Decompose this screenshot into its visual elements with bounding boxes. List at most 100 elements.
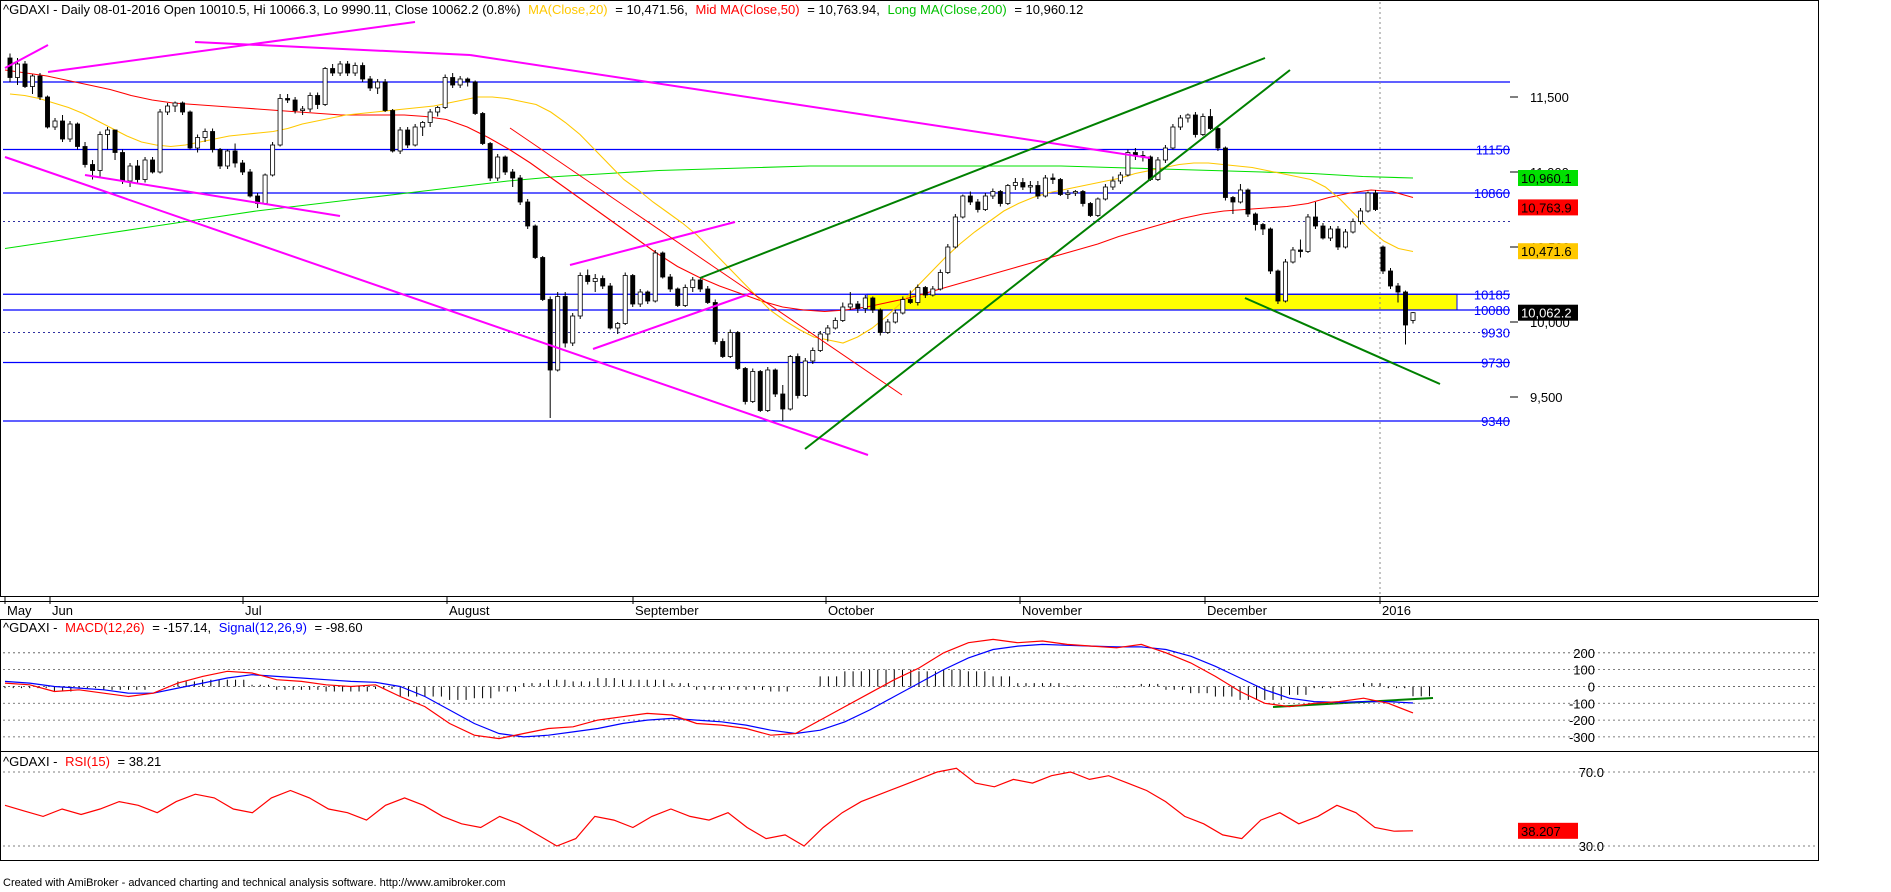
rsi-value: = 38.21 xyxy=(118,754,162,769)
candle-body-up xyxy=(1177,117,1183,128)
ma20-value-tag-text: 10,471.6 xyxy=(1521,244,1572,259)
candle-body-up xyxy=(300,108,306,111)
candle xyxy=(360,62,366,82)
candle-body-down xyxy=(292,99,298,111)
candle-body-down xyxy=(487,143,493,179)
candle xyxy=(157,109,163,174)
candle-body-down xyxy=(675,288,681,306)
candle-body-up xyxy=(442,77,448,108)
candle-body-down xyxy=(502,156,508,173)
candle xyxy=(457,76,463,88)
candle xyxy=(142,157,148,183)
candle xyxy=(1230,196,1236,214)
candle-body-up xyxy=(1343,231,1348,248)
candle xyxy=(345,61,351,76)
candle xyxy=(952,214,958,249)
close-value-tag-box xyxy=(1518,304,1578,321)
candle xyxy=(480,112,486,145)
candle-body-up xyxy=(1065,192,1071,195)
candle xyxy=(202,128,208,142)
candle-body-down xyxy=(922,287,928,296)
ma50-line xyxy=(4,69,1414,313)
candle-body-down xyxy=(525,201,531,227)
candle-body-down xyxy=(667,276,673,290)
candle xyxy=(232,143,238,168)
candle xyxy=(1373,190,1378,211)
candle-body-down xyxy=(1388,270,1393,287)
candle xyxy=(1222,146,1228,201)
candle-body-down xyxy=(480,113,486,144)
candle xyxy=(1328,226,1333,241)
candle-body-down xyxy=(390,110,396,152)
candle-body-down xyxy=(112,129,118,153)
signal-label: Signal(12,26,9) xyxy=(219,620,307,635)
candle-body-down xyxy=(1260,224,1266,230)
candle-body-down xyxy=(22,63,28,87)
candle-body-up xyxy=(1162,147,1168,161)
candle xyxy=(945,244,951,274)
candle-body-down xyxy=(562,296,568,344)
candle-body-down xyxy=(1035,185,1041,197)
candle-body-up xyxy=(375,81,381,89)
candle-body-down xyxy=(405,129,411,146)
candle xyxy=(390,109,396,153)
support-zone-highlight xyxy=(866,293,1458,311)
candle xyxy=(1192,112,1198,138)
candle xyxy=(667,274,673,292)
candle xyxy=(352,62,358,76)
candle xyxy=(135,160,141,184)
candle-body-down xyxy=(367,78,373,89)
candle-body-down xyxy=(1275,270,1281,302)
candle xyxy=(960,194,966,219)
candle-body-up xyxy=(262,174,268,204)
candle-body-up xyxy=(1005,185,1011,204)
candle xyxy=(697,278,703,292)
rsi-axis-label: 30.0 xyxy=(1579,839,1604,854)
rsi-layer: 70.0 30.0 38.207 xyxy=(3,765,1815,854)
candle xyxy=(930,286,936,297)
candle xyxy=(412,124,418,147)
candle xyxy=(270,142,276,177)
candle-body-down xyxy=(345,63,351,74)
candle-body-up xyxy=(67,123,73,140)
candle xyxy=(907,290,913,304)
candle xyxy=(1282,259,1288,303)
candle-body-up xyxy=(1027,185,1033,188)
candle xyxy=(240,160,246,175)
candle xyxy=(660,251,666,279)
candle xyxy=(915,284,921,306)
candle-body-down xyxy=(780,393,786,410)
candle-body-up xyxy=(1350,221,1356,233)
candle-body-up xyxy=(937,272,943,290)
candle-body-down xyxy=(607,285,613,329)
candle xyxy=(1237,184,1243,204)
candle-body-up xyxy=(1110,180,1116,188)
candle xyxy=(7,53,13,82)
candle-body-down xyxy=(585,275,591,282)
candle-body-down xyxy=(1335,228,1341,248)
candle xyxy=(262,173,268,205)
candle-body-down xyxy=(1230,197,1236,203)
candle-body-down xyxy=(1403,291,1408,326)
candle-body-down xyxy=(1267,228,1273,272)
candle xyxy=(277,94,283,147)
candle-body-down xyxy=(150,159,156,173)
candle xyxy=(337,61,343,76)
candle-body-down xyxy=(7,57,13,78)
candle-body-down xyxy=(75,123,80,147)
magenta-trendline xyxy=(84,174,341,217)
candle xyxy=(720,338,726,358)
candle-body-down xyxy=(360,65,366,80)
candle-body-up xyxy=(840,306,846,321)
candle xyxy=(487,142,493,181)
candle xyxy=(1365,191,1371,213)
candle-body-down xyxy=(82,146,88,165)
axis-layer: 11,50011,00010,50010,0009,50011150108601… xyxy=(4,90,1578,618)
candle xyxy=(592,274,598,292)
candle-body-up xyxy=(960,195,966,218)
candle xyxy=(757,370,763,412)
candle xyxy=(330,64,336,76)
macd-label: MACD(12,26) xyxy=(65,620,144,635)
green-trendline xyxy=(804,69,1291,450)
candle-body-up xyxy=(1102,186,1108,200)
